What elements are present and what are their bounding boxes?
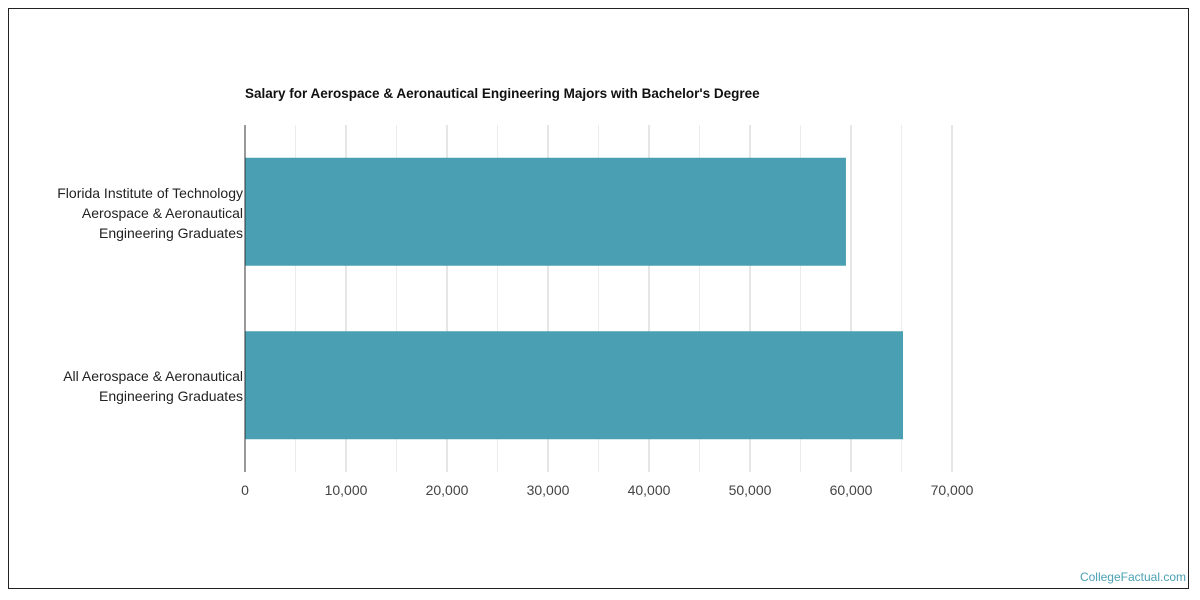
bar bbox=[245, 331, 904, 440]
category-label-line: Engineering Graduates bbox=[99, 388, 243, 405]
chart-title: Salary for Aerospace & Aeronautical Engi… bbox=[245, 86, 760, 101]
x-tick-label: 30,000 bbox=[527, 482, 570, 498]
x-tick-label: 20,000 bbox=[426, 482, 469, 498]
category-label-line: Aerospace & Aeronautical bbox=[81, 204, 243, 221]
credit-link[interactable]: CollegeFactual.com bbox=[1079, 570, 1186, 584]
x-tick-label: 10,000 bbox=[325, 482, 368, 498]
category-label: All Aerospace & Aeronautical Engineering … bbox=[63, 366, 243, 406]
category-label-line: Florida Institute of Technology bbox=[57, 184, 243, 201]
x-tick-label: 40,000 bbox=[628, 482, 671, 498]
category-label-line: Engineering Graduates bbox=[99, 224, 243, 241]
x-tick-label: 50,000 bbox=[729, 482, 772, 498]
x-tick-label: 70,000 bbox=[931, 482, 974, 498]
category-label: Florida Institute of Technology Aerospace… bbox=[57, 183, 243, 243]
x-tick-label: 60,000 bbox=[830, 482, 873, 498]
x-tick-label: 0 bbox=[241, 482, 249, 498]
bar bbox=[245, 157, 846, 266]
category-label-line: All Aerospace & Aeronautical bbox=[63, 368, 243, 385]
chart-frame bbox=[8, 8, 1189, 589]
